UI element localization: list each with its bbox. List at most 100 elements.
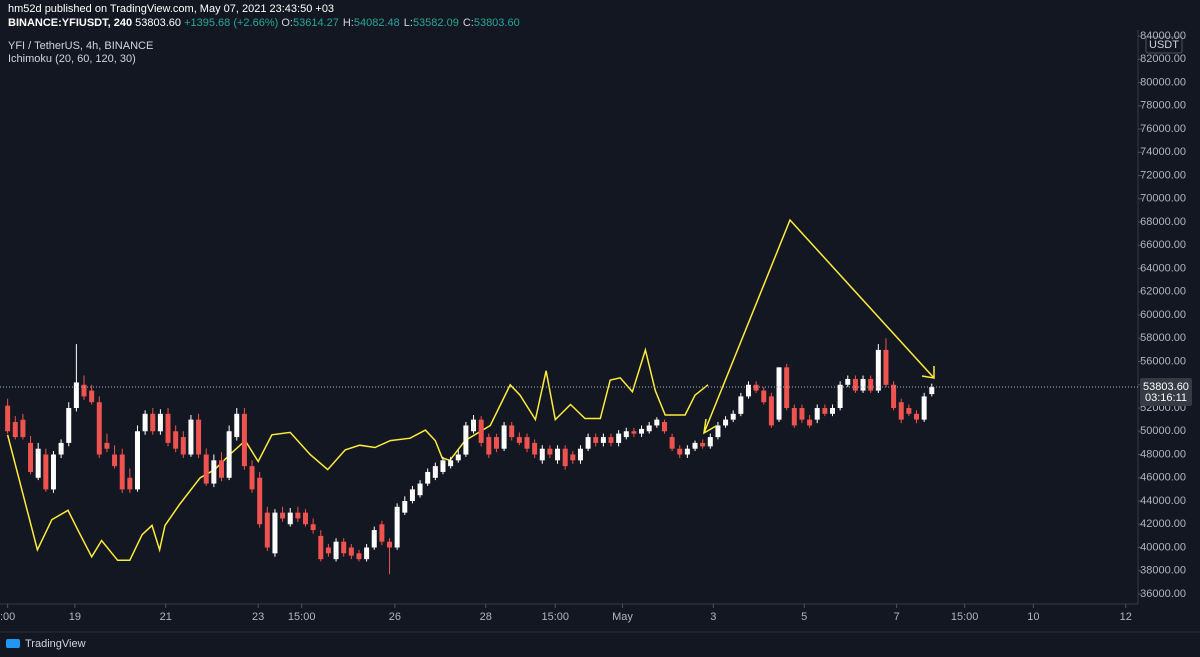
- candle-body: [837, 384, 843, 409]
- y-tick-label: 44000.00: [1140, 495, 1186, 507]
- candle-body: [516, 437, 522, 443]
- candle-body: [73, 382, 79, 409]
- candle-body: [906, 408, 912, 414]
- candle-body: [448, 460, 454, 467]
- candle-body: [914, 413, 920, 420]
- x-tick-label: May: [612, 611, 633, 623]
- candle-body: [119, 454, 125, 490]
- candle-body: [845, 378, 851, 385]
- candle-body: [661, 421, 667, 432]
- x-tick-label: 26: [389, 611, 401, 623]
- logo-icon: [6, 639, 20, 648]
- candle-body: [89, 390, 95, 403]
- x-tick-label: 15:00: [951, 611, 979, 623]
- candle-body: [96, 402, 102, 455]
- y-tick-label: 76000.00: [1140, 123, 1186, 135]
- y-tick-label: 70000.00: [1140, 193, 1186, 205]
- candle-body: [799, 408, 805, 420]
- candle-body: [875, 349, 881, 391]
- ohlc-value: 53614.27: [292, 17, 339, 29]
- candle-body: [509, 425, 515, 438]
- ohlc-value: 53582.09: [412, 17, 459, 29]
- candle-body: [898, 402, 904, 420]
- x-tick-label: 23: [252, 611, 264, 623]
- candle-body: [547, 448, 553, 455]
- candle-body: [402, 501, 408, 513]
- candle-body: [264, 512, 270, 548]
- x-tick-label: 19: [69, 611, 81, 623]
- currency: USDT: [1149, 39, 1179, 51]
- title-line: YFI / TetherUS, 4h, BINANCE: [8, 40, 153, 52]
- candle-body: [486, 437, 492, 455]
- y-tick-label: 38000.00: [1140, 565, 1186, 577]
- candle-body: [692, 442, 698, 449]
- candle-body: [539, 448, 545, 461]
- candle-body: [218, 460, 224, 478]
- candle-body: [188, 419, 194, 455]
- candle-body: [577, 448, 583, 461]
- candle-body: [761, 390, 767, 403]
- candle-body: [784, 367, 790, 409]
- candle-body: [425, 471, 431, 484]
- y-tick-label: 56000.00: [1140, 355, 1186, 367]
- y-tick-label: 36000.00: [1140, 588, 1186, 600]
- candle-body: [127, 477, 133, 490]
- candle-body: [280, 512, 286, 519]
- candle-body: [822, 408, 828, 414]
- candle-body: [585, 437, 591, 449]
- candle-body: [356, 553, 362, 560]
- candle-body: [341, 541, 347, 554]
- candle-body: [211, 460, 217, 484]
- candle-body: [325, 547, 331, 554]
- candle-body: [814, 408, 820, 420]
- candle-body: [50, 454, 56, 490]
- candle-body: [333, 541, 339, 560]
- symbol-line: BINANCE:YFIUSDT, 240 53803.60 +1395.68 (…: [8, 17, 524, 29]
- arrow-head: [921, 366, 935, 379]
- ohlc-key: L:: [403, 17, 413, 29]
- candle-body: [180, 437, 186, 455]
- candle-body: [753, 384, 759, 391]
- candle-body: [669, 437, 675, 449]
- candle-body: [20, 419, 26, 438]
- y-tick-label: 82000.00: [1140, 53, 1186, 65]
- candle-body: [807, 419, 813, 426]
- candle-body: [608, 437, 614, 443]
- brand: TradingView: [25, 638, 86, 650]
- y-tick-label: 58000.00: [1140, 332, 1186, 344]
- candle-body: [723, 419, 729, 426]
- currency-box: [1145, 36, 1183, 54]
- candle-body: [417, 483, 423, 496]
- candle-body: [738, 396, 744, 414]
- last-price-label: 53803.60: [1143, 381, 1189, 393]
- candle-body: [348, 547, 354, 556]
- candle-body: [623, 431, 629, 438]
- ichimoku-line: [6, 347, 709, 562]
- y-tick-label: 62000.00: [1140, 286, 1186, 298]
- y-tick-label: 48000.00: [1140, 448, 1186, 460]
- candle-body: [478, 419, 484, 443]
- y-tick-label: 64000.00: [1140, 262, 1186, 274]
- candle-body: [570, 454, 576, 461]
- candle-body: [272, 512, 278, 554]
- candle-body: [700, 442, 706, 447]
- candle-body: [524, 437, 530, 449]
- ohlc: O:53614.27 H:54082.48 L:53582.09 C:53803.60: [281, 17, 523, 29]
- candle-body: [364, 547, 370, 560]
- candle-body: [58, 442, 64, 455]
- candle-body: [66, 408, 72, 443]
- candle-body: [555, 448, 561, 461]
- candle-body: [684, 448, 690, 455]
- x-tick-label: 7: [894, 611, 900, 623]
- symbol: BINANCE:YFIUSDT, 240: [8, 17, 133, 29]
- candle-body: [371, 530, 377, 548]
- candle-body: [562, 448, 568, 467]
- y-tick-label: 72000.00: [1140, 169, 1186, 181]
- candle-body: [868, 378, 874, 391]
- candle-body: [654, 419, 660, 426]
- candle-body: [241, 413, 247, 467]
- candle-body: [501, 425, 507, 449]
- candle-body: [829, 408, 835, 414]
